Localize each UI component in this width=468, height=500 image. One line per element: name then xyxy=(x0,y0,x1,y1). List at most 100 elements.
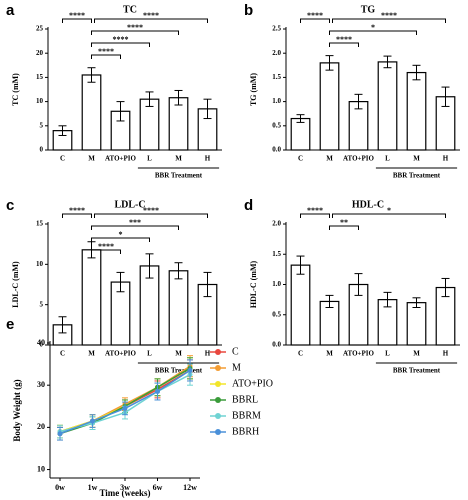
significance-bracket xyxy=(332,18,446,23)
bar xyxy=(290,117,311,151)
x-tick-label: ATO+PIO xyxy=(343,350,375,358)
significance-label: * xyxy=(119,230,123,239)
x-tick-label: C xyxy=(60,350,65,358)
point xyxy=(122,405,128,411)
y-tick-label: 10 xyxy=(37,464,45,473)
panel-label: a xyxy=(6,2,15,19)
panel-label: b xyxy=(244,2,253,19)
significance-bracket xyxy=(91,42,150,47)
legend-marker xyxy=(215,429,221,435)
y-axis-label: Body Weight (g) xyxy=(12,379,22,441)
y-tick-label: 0.0 xyxy=(272,146,281,154)
legend-label: ATO+PIO xyxy=(232,378,273,389)
y-tick-label: 5 xyxy=(40,121,44,129)
point xyxy=(187,367,193,373)
significance-label: **** xyxy=(113,35,129,44)
y-tick-label: 2.5 xyxy=(272,25,281,33)
x-tick-label: L xyxy=(147,155,152,163)
group-label: BBR Treatment xyxy=(155,367,203,375)
x-tick-label: H xyxy=(443,155,449,163)
legend-marker xyxy=(215,413,221,419)
y-axis-label: LDL-C (mM) xyxy=(11,261,20,308)
bar xyxy=(81,249,102,346)
x-tick-label: M xyxy=(88,350,95,358)
y-tick-label: 1.5 xyxy=(272,73,281,81)
significance-bracket xyxy=(94,213,208,218)
bar xyxy=(168,270,189,346)
y-tick-label: 40 xyxy=(37,338,45,347)
point xyxy=(90,418,95,424)
significance-label: **** xyxy=(307,206,323,215)
y-tick-label: 2.0 xyxy=(272,220,281,228)
x-tick-label: 12w xyxy=(183,483,197,492)
chart-title: HDL-C xyxy=(352,199,384,210)
x-tick-label: 6w xyxy=(153,483,163,492)
significance-label: **** xyxy=(143,206,159,215)
significance-bracket xyxy=(94,18,208,23)
y-tick-label: 15 xyxy=(36,220,44,228)
significance-label: **** xyxy=(69,206,85,215)
significance-bracket xyxy=(300,213,330,218)
significance-bracket xyxy=(91,237,150,242)
x-tick-label: M xyxy=(413,350,420,358)
y-tick-label: 1.5 xyxy=(272,250,281,258)
bar xyxy=(406,302,427,346)
legend-marker xyxy=(215,397,221,403)
x-tick-label: H xyxy=(205,350,211,358)
significance-label: **** xyxy=(98,242,114,251)
significance-bracket xyxy=(332,213,446,218)
significance-bracket xyxy=(329,225,359,230)
legend-label: BBRL xyxy=(232,394,258,405)
significance-label: **** xyxy=(307,11,323,20)
bar xyxy=(168,97,189,151)
significance-bracket xyxy=(300,18,330,23)
legend-label: BBRH xyxy=(232,426,259,437)
group-label: BBR Treatment xyxy=(393,172,441,180)
y-tick-label: 20 xyxy=(37,422,45,431)
x-tick-label: ATO+PIO xyxy=(105,155,137,163)
point xyxy=(155,389,160,395)
y-tick-label: 0.0 xyxy=(272,341,281,349)
x-tick-label: C xyxy=(60,155,65,163)
significance-bracket xyxy=(329,30,417,35)
x-tick-label: H xyxy=(443,350,449,358)
x-tick-label: ATO+PIO xyxy=(105,350,137,358)
x-tick-label: L xyxy=(385,155,390,163)
significance-bracket xyxy=(91,249,121,254)
chart-title: TC xyxy=(123,4,137,15)
y-tick-label: 0 xyxy=(40,341,44,349)
y-axis-label: HDL-C (mM) xyxy=(249,261,258,309)
y-tick-label: 5 xyxy=(40,300,44,308)
significance-bracket xyxy=(62,213,92,218)
x-tick-label: C xyxy=(298,155,303,163)
x-tick-label: 0w xyxy=(55,483,65,492)
x-tick-label: M xyxy=(326,155,333,163)
x-tick-label: H xyxy=(205,155,211,163)
y-tick-label: 25 xyxy=(36,25,44,33)
legend-label: M xyxy=(232,362,241,373)
y-tick-label: 10 xyxy=(36,260,44,268)
significance-label: **** xyxy=(143,11,159,20)
significance-label: **** xyxy=(98,47,114,56)
y-tick-label: 15 xyxy=(36,73,44,81)
y-tick-label: 10 xyxy=(36,97,44,105)
point xyxy=(57,431,63,437)
x-tick-label: M xyxy=(175,350,182,358)
chart-title: LDL-C xyxy=(114,199,145,210)
x-tick-label: M xyxy=(175,155,182,163)
y-tick-label: 20 xyxy=(36,49,44,57)
significance-label: **** xyxy=(127,23,143,32)
significance-label: ** xyxy=(340,218,348,227)
y-tick-label: 30 xyxy=(37,380,45,389)
y-axis-label: TC (mM) xyxy=(11,73,20,106)
significance-bracket xyxy=(91,225,179,230)
y-tick-label: 1.0 xyxy=(272,97,281,105)
legend-marker xyxy=(215,349,221,355)
y-tick-label: 2.0 xyxy=(272,49,281,57)
y-tick-label: 1.0 xyxy=(272,280,281,288)
y-axis-label: TG (mM) xyxy=(249,73,258,106)
x-tick-label: 1w xyxy=(88,483,98,492)
significance-label: * xyxy=(371,23,375,32)
x-tick-label: M xyxy=(326,350,333,358)
x-tick-label: 3w xyxy=(120,483,130,492)
